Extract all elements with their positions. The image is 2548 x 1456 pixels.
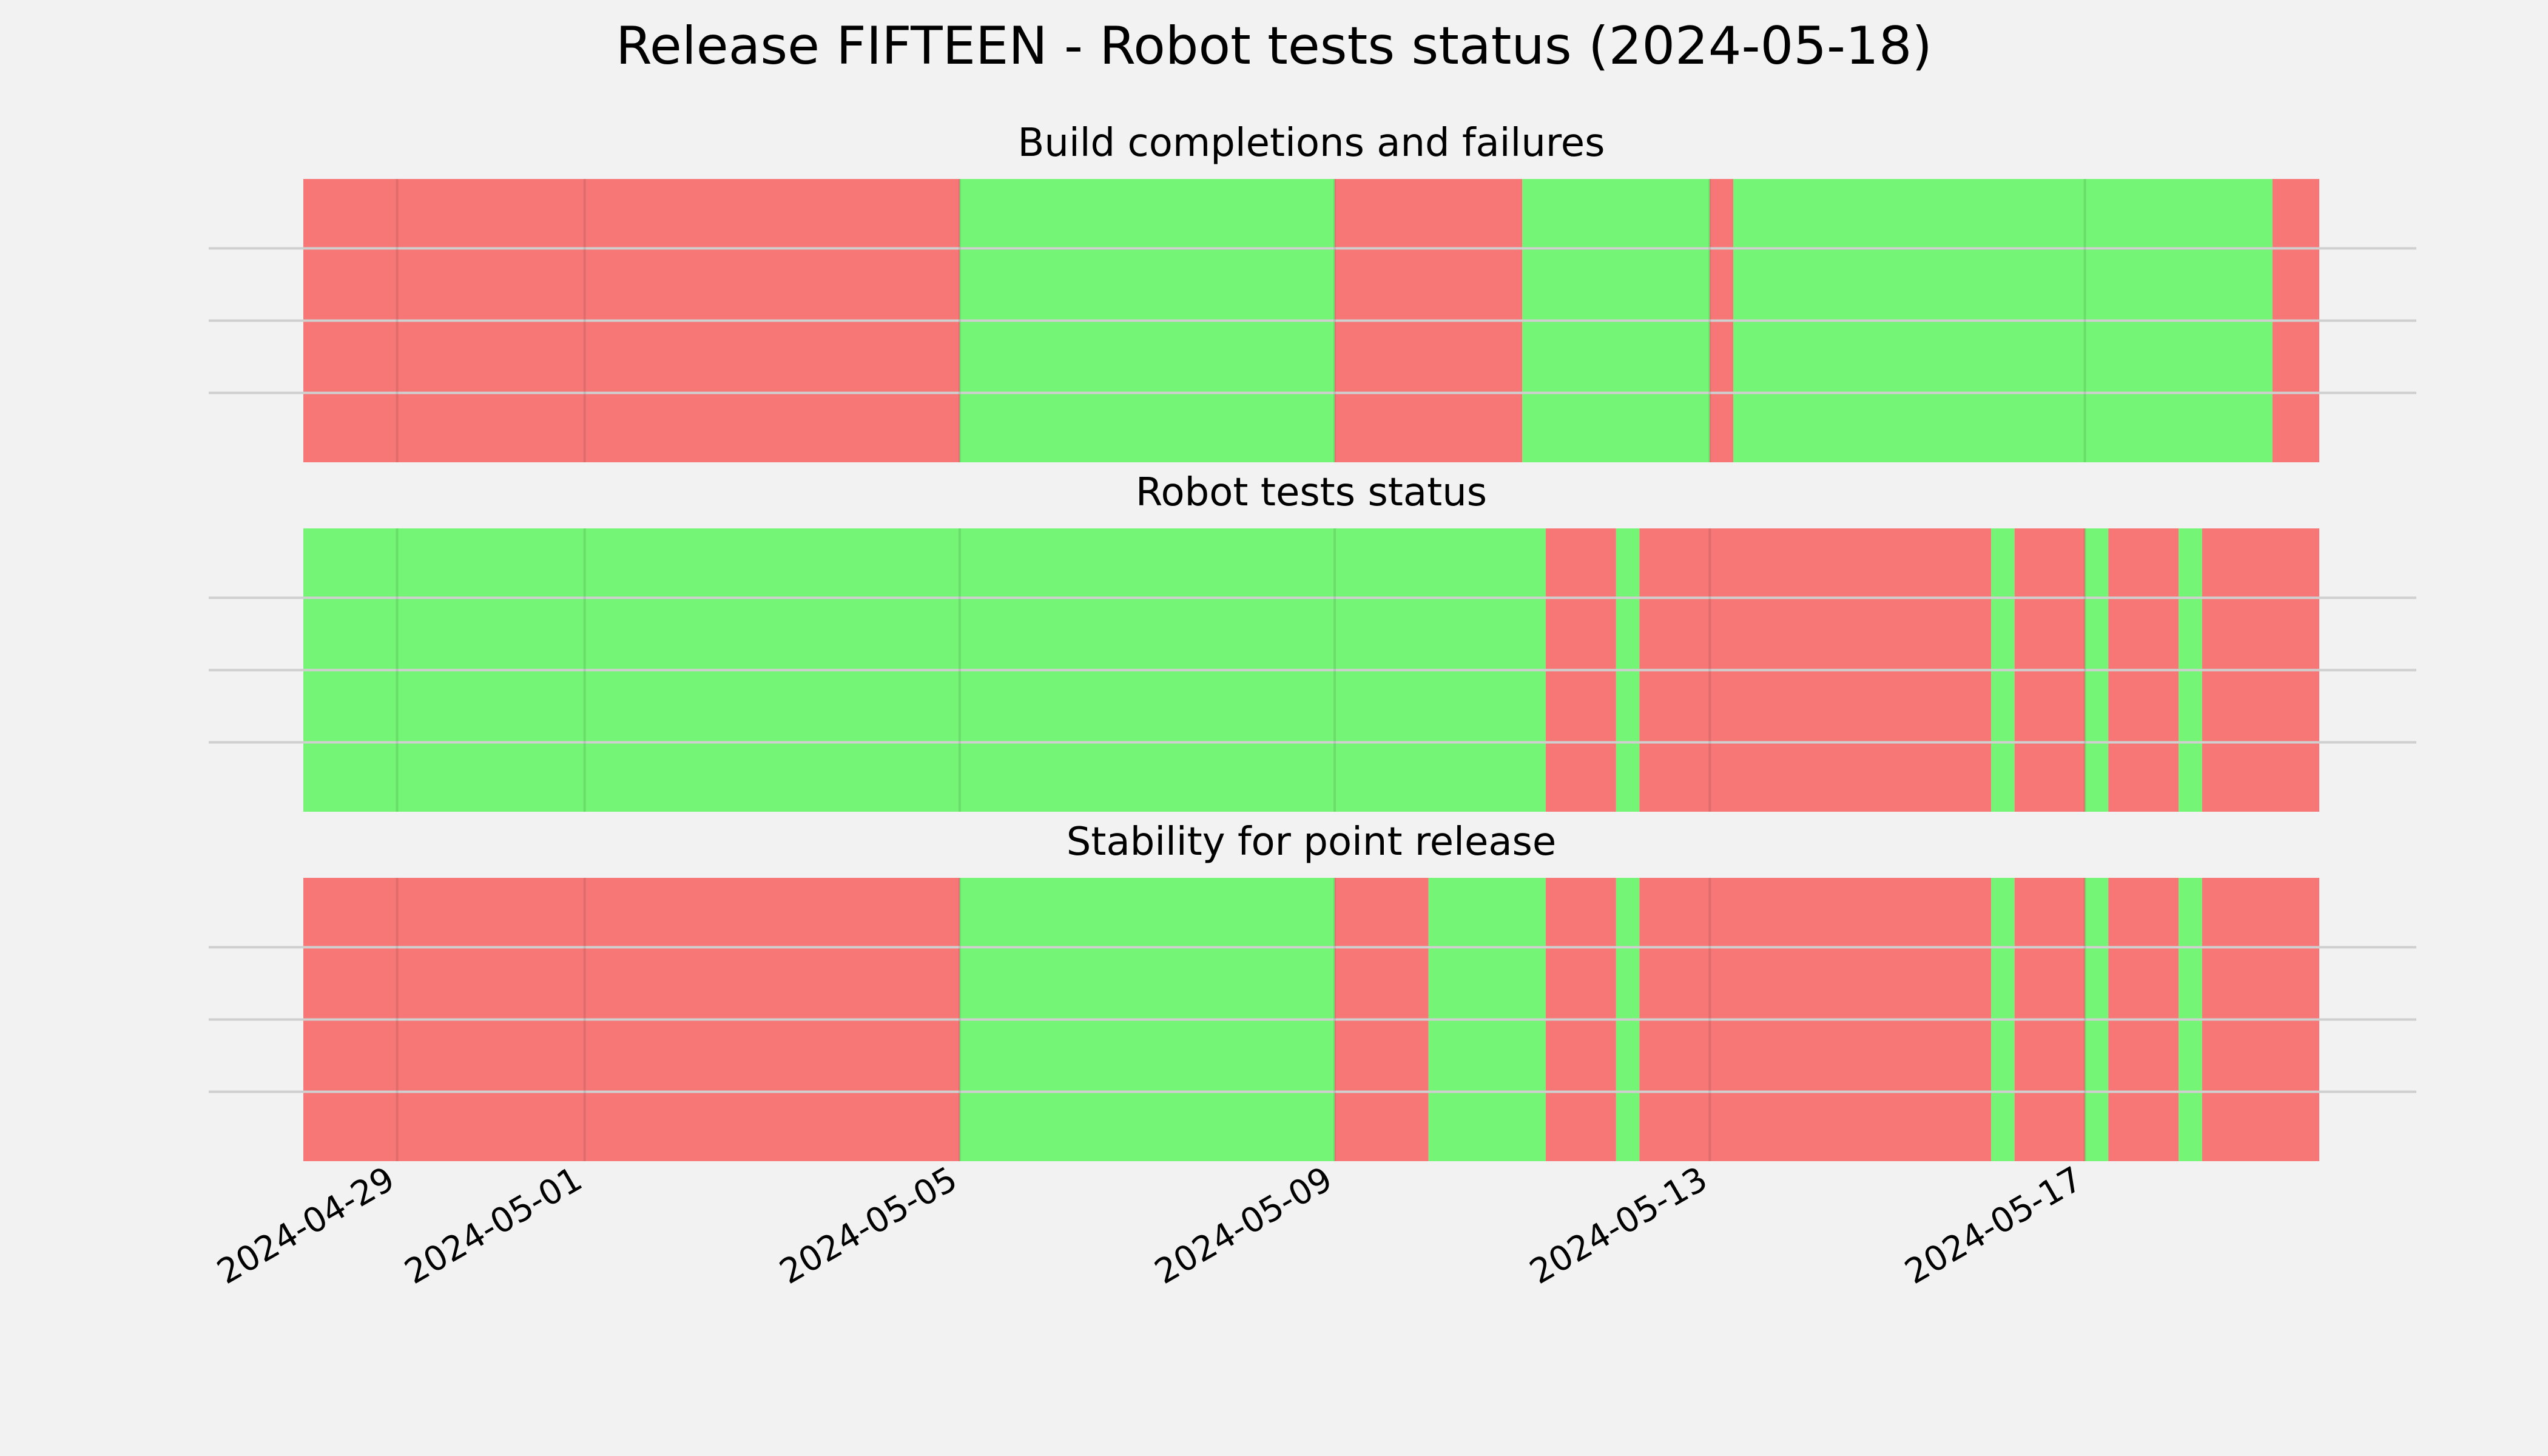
x-tick-label: 2024-05-13 — [1523, 1159, 1714, 1292]
panel-title: Robot tests status — [1136, 470, 1487, 515]
x-tick-label: 2024-05-09 — [1148, 1159, 1339, 1292]
timeline-panel-2: Robot tests status — [209, 470, 2416, 812]
figure-title: Release FIFTEEN - Robot tests status (20… — [616, 16, 1932, 76]
panel-title: Build completions and failures — [1018, 121, 1605, 166]
x-tick-label: 2024-05-01 — [398, 1159, 588, 1292]
timeline-panel-3: Stability for point release2024-04-29202… — [209, 820, 2416, 1292]
panel-title: Stability for point release — [1067, 820, 1557, 864]
x-tick-label: 2024-05-17 — [1898, 1159, 2089, 1292]
x-tick-label: 2024-04-29 — [211, 1159, 401, 1292]
timeline-panel-1: Build completions and failures — [209, 121, 2416, 462]
timeline-panels: Build completions and failures Robot test… — [209, 121, 2416, 1292]
x-tick-label: 2024-05-05 — [774, 1159, 964, 1292]
